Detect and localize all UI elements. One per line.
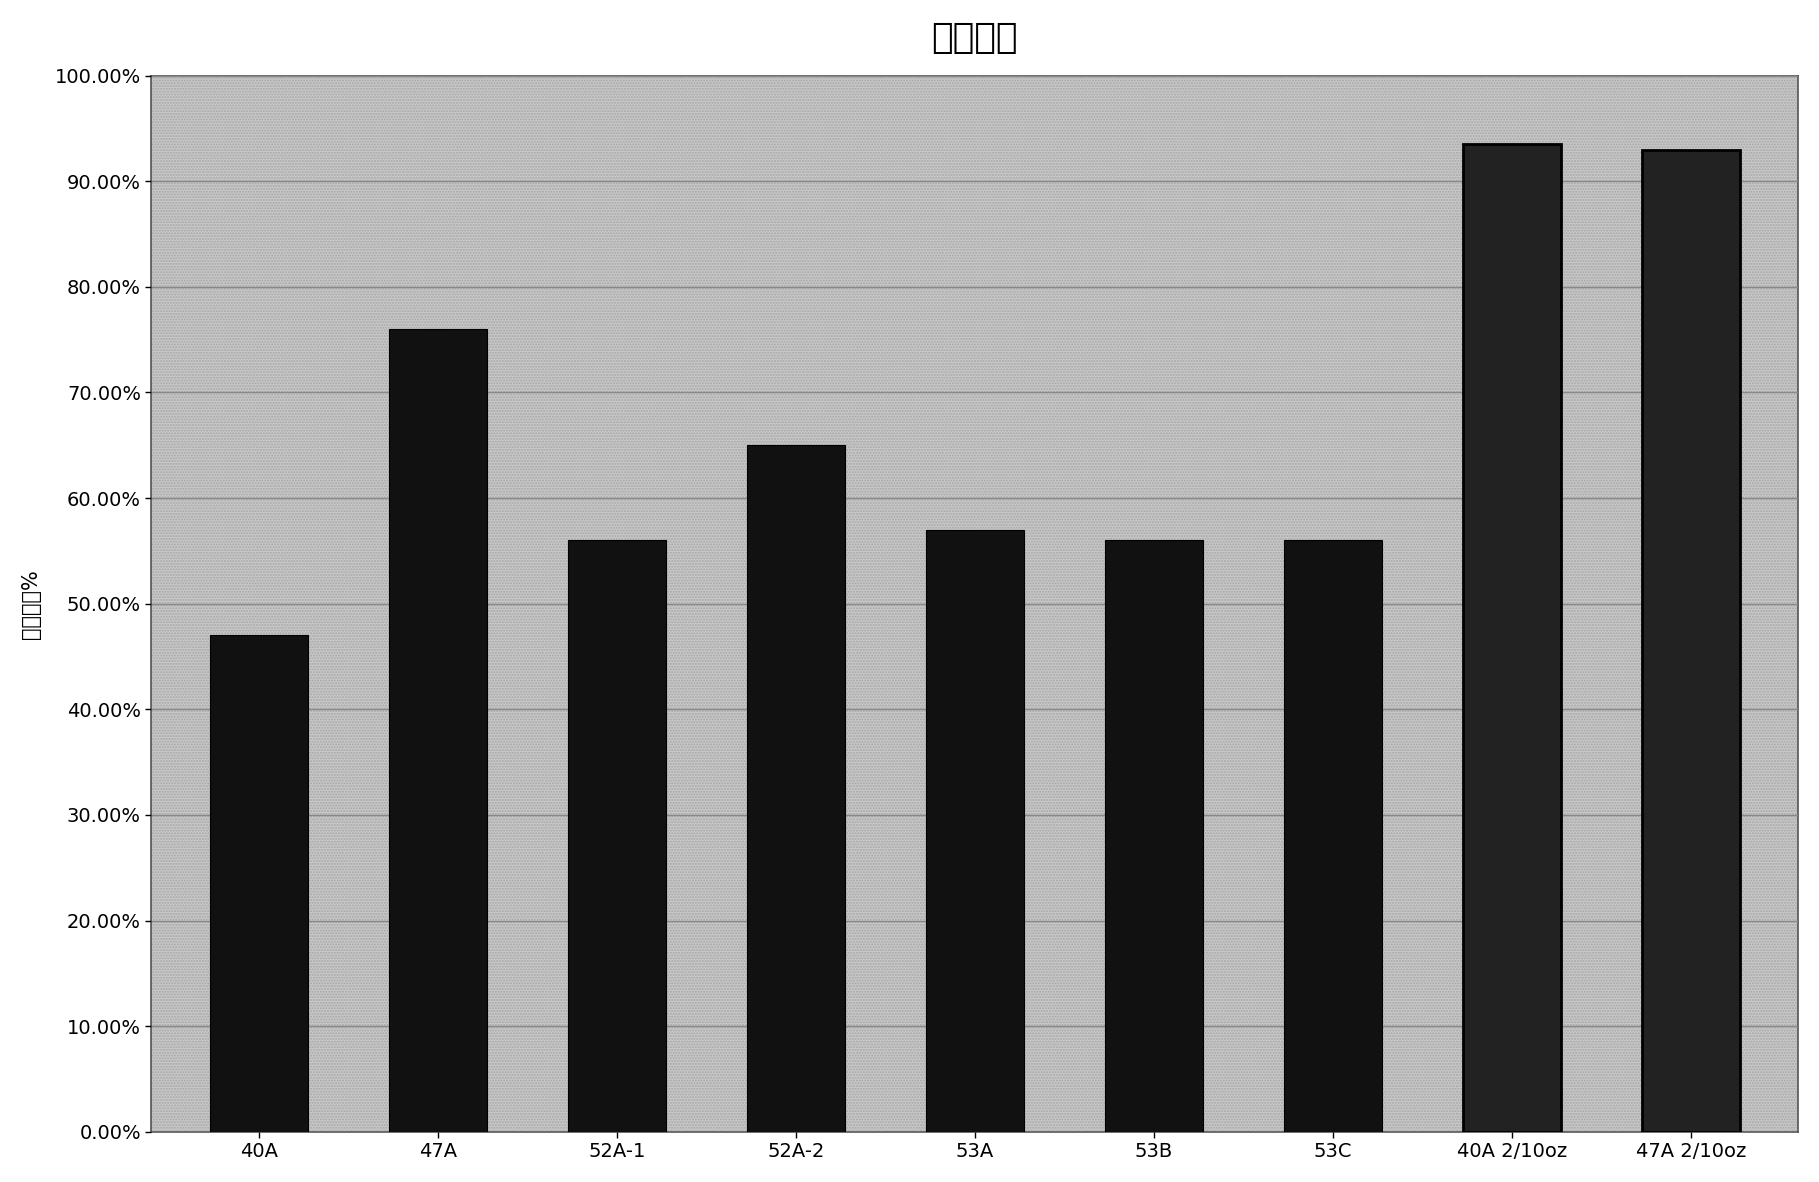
Bar [1462,144,1561,1131]
Bar [151,604,1799,709]
Bar [209,636,307,1131]
Title: 蟯合实验: 蟯合实验 [931,21,1019,54]
Bar [151,921,1799,1026]
Bar [746,446,846,1131]
Bar [1641,150,1741,1131]
Y-axis label: 蟯合的馒%: 蟯合的馒% [20,569,40,638]
Bar [151,392,1799,498]
Bar [151,76,1799,181]
Bar [151,181,1799,287]
Bar [151,287,1799,392]
Bar [389,329,487,1131]
Bar [926,530,1024,1131]
Bar [1104,540,1202,1131]
Bar [1284,540,1382,1131]
Bar [568,540,666,1131]
Bar [151,709,1799,814]
Bar [151,814,1799,921]
Bar [151,498,1799,604]
Bar [151,1026,1799,1131]
